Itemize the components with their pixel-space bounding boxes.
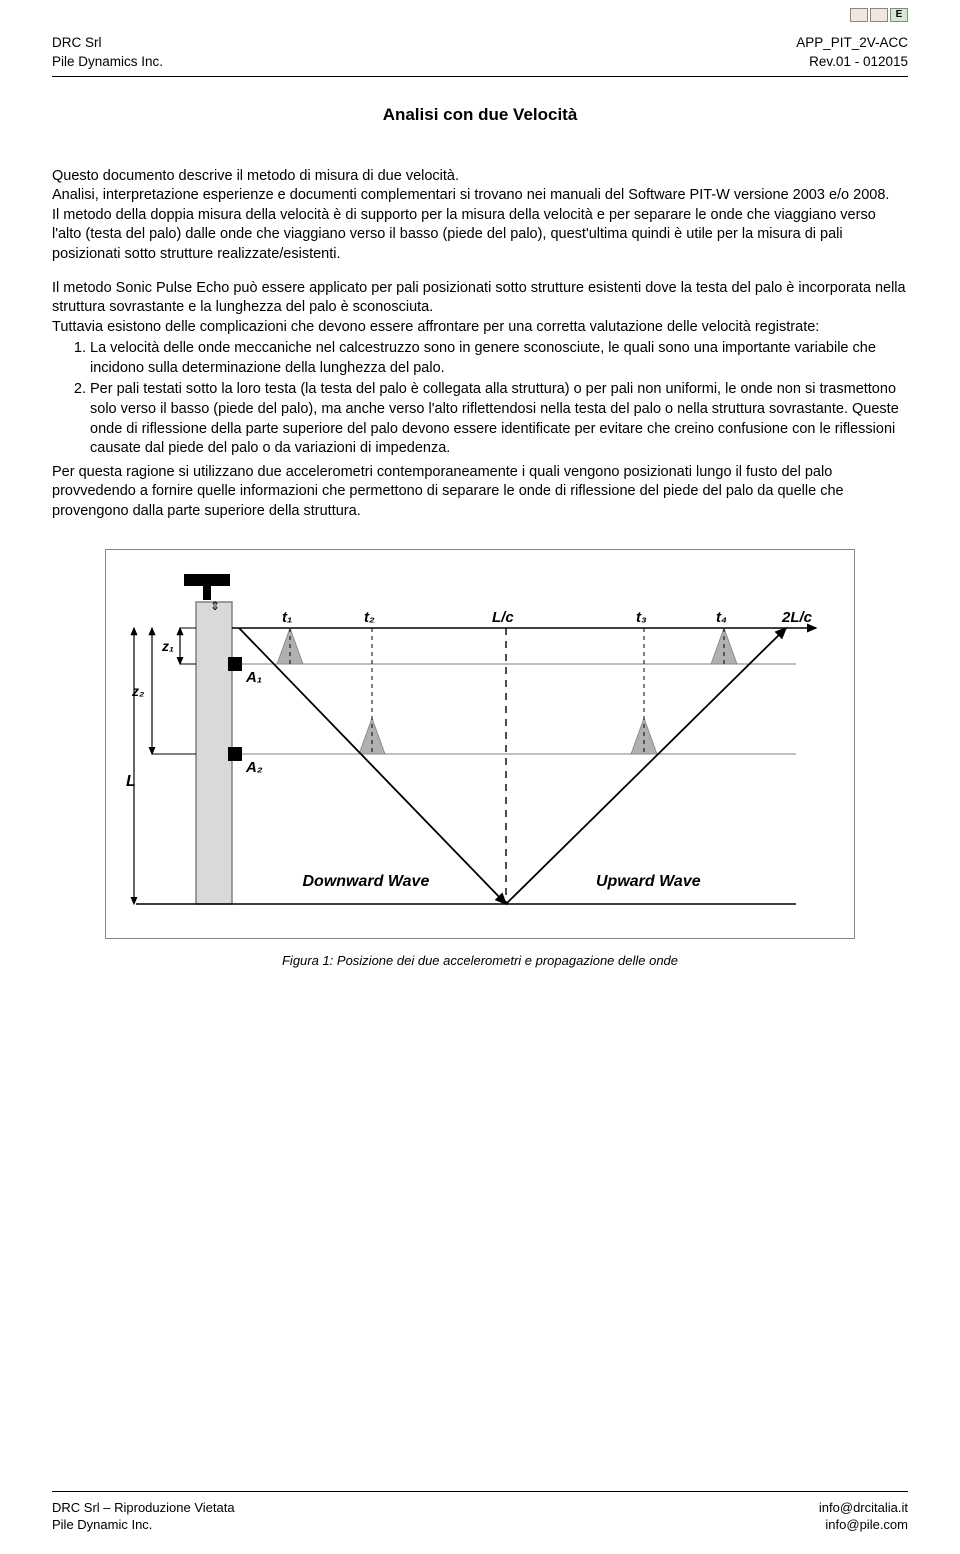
svg-text:Downward Wave: Downward Wave — [303, 873, 430, 890]
paragraph-6: Per questa ragione si utilizzano due acc… — [52, 463, 908, 522]
list-item-1: La velocità delle onde meccaniche nel ca… — [90, 339, 908, 378]
svg-text:L: L — [126, 773, 136, 790]
badge-2 — [870, 8, 888, 22]
header-rule — [52, 76, 908, 77]
complication-list: La velocità delle onde meccaniche nel ca… — [76, 339, 908, 458]
page-footer: DRC Srl – Riproduzione Vietata Pile Dyna… — [52, 1499, 908, 1534]
svg-text:t₄: t₄ — [716, 609, 727, 626]
footer-left: DRC Srl – Riproduzione Vietata Pile Dyna… — [52, 1499, 235, 1534]
paragraph-3: Il metodo della doppia misura della velo… — [52, 206, 908, 265]
badge-1 — [850, 8, 868, 22]
header-right: APP_PIT_2V-ACC Rev.01 - 012015 — [796, 34, 908, 72]
svg-text:⇕: ⇕ — [210, 599, 220, 613]
paragraph-4: Il metodo Sonic Pulse Echo può essere ap… — [52, 279, 908, 318]
badge-3: E — [890, 8, 908, 22]
header-company-1: DRC Srl — [52, 34, 163, 53]
svg-text:z₁: z₁ — [161, 638, 174, 654]
svg-text:t₃: t₃ — [636, 609, 647, 626]
paragraph-2: Analisi, interpretazione esperienze e do… — [52, 186, 908, 206]
figure-1: ⇕ A₁ A₂ z₁ z₂ Lt₁ t₂ L/c t₃ t₄ 2L/c Downward Wave Up… — [105, 549, 855, 939]
figure-caption: Figura 1: Posizione dei due accelerometr… — [52, 953, 908, 968]
footer-rule — [52, 1491, 908, 1492]
page-header: DRC Srl Pile Dynamics Inc. APP_PIT_2V-AC… — [52, 34, 908, 72]
footer-left-2: Pile Dynamic Inc. — [52, 1516, 235, 1534]
svg-text:z₂: z₂ — [131, 683, 144, 699]
svg-text:L/c: L/c — [492, 609, 514, 626]
lang-badges: E — [850, 8, 908, 22]
svg-text:t₁: t₁ — [282, 609, 292, 626]
header-company-2: Pile Dynamics Inc. — [52, 53, 163, 72]
page-title: Analisi con due Velocità — [52, 105, 908, 125]
header-left: DRC Srl Pile Dynamics Inc. — [52, 34, 163, 72]
list-item-2: Per pali testati sotto la loro testa (la… — [90, 380, 908, 458]
svg-text:t₂: t₂ — [364, 609, 375, 626]
footer-right-1: info@drcitalia.it — [819, 1499, 908, 1517]
paragraph-1: Questo documento descrive il metodo di m… — [52, 167, 908, 187]
wave-diagram: ⇕ A₁ A₂ z₁ z₂ Lt₁ t₂ L/c t₃ t₄ 2L/c Downward Wave Up… — [124, 564, 834, 924]
header-rev: Rev.01 - 012015 — [796, 53, 908, 72]
footer-right: info@drcitalia.it info@pile.com — [819, 1499, 908, 1534]
header-docid: APP_PIT_2V-ACC — [796, 34, 908, 53]
footer-left-1: DRC Srl – Riproduzione Vietata — [52, 1499, 235, 1517]
svg-text:2L/c: 2L/c — [781, 609, 813, 626]
svg-text:A₂: A₂ — [245, 759, 263, 776]
paragraph-5: Tuttavia esistono delle complicazioni ch… — [52, 318, 908, 338]
svg-text:Upward Wave: Upward Wave — [596, 873, 701, 890]
svg-text:A₁: A₁ — [245, 669, 262, 686]
footer-right-2: info@pile.com — [819, 1516, 908, 1534]
